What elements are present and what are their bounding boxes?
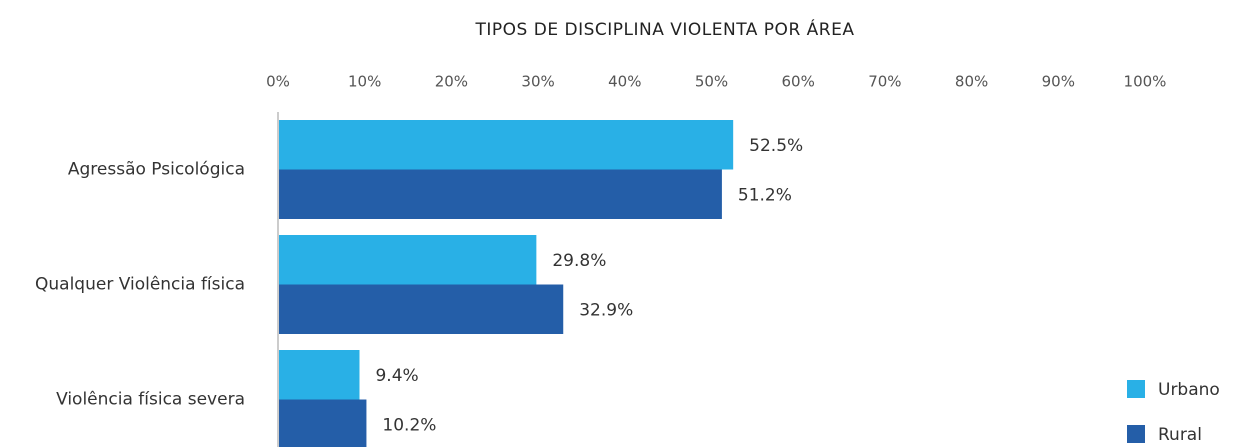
x-tick-label: 10% [348, 73, 381, 91]
bar [278, 169, 722, 219]
value-label: 32.9% [579, 300, 633, 320]
bar [278, 350, 360, 400]
x-tick-label: 60% [782, 73, 815, 91]
x-tick-label: 50% [695, 73, 728, 91]
value-label: 9.4% [375, 366, 418, 386]
x-tick-label: 0% [266, 73, 290, 91]
legend-label: Urbano [1158, 380, 1220, 400]
category-label: Agressão Psicológica [68, 160, 245, 180]
legend-swatch [1127, 425, 1145, 443]
value-label: 51.2% [738, 185, 792, 205]
value-label: 52.5% [749, 136, 803, 156]
x-tick-label: 80% [955, 73, 988, 91]
bar [278, 120, 734, 170]
category-label: Violência física severa [56, 390, 245, 410]
legend-swatch [1127, 380, 1145, 398]
x-tick-label: 30% [521, 73, 554, 91]
x-tick-label: 20% [435, 73, 468, 91]
chart-title: TIPOS DE DISCIPLINA VIOLENTA POR ÁREA [475, 18, 855, 40]
x-tick-label: 70% [868, 73, 901, 91]
legend-label: Rural [1158, 425, 1202, 445]
category-label: Qualquer Violência física [35, 275, 245, 295]
bar [278, 284, 564, 334]
x-tick-label: 40% [608, 73, 641, 91]
bar [278, 235, 537, 285]
x-tick-label: 90% [1042, 73, 1075, 91]
value-label: 29.8% [552, 251, 606, 271]
bar [278, 399, 367, 447]
x-tick-label: 100% [1124, 73, 1167, 91]
value-label: 10.2% [382, 415, 436, 435]
